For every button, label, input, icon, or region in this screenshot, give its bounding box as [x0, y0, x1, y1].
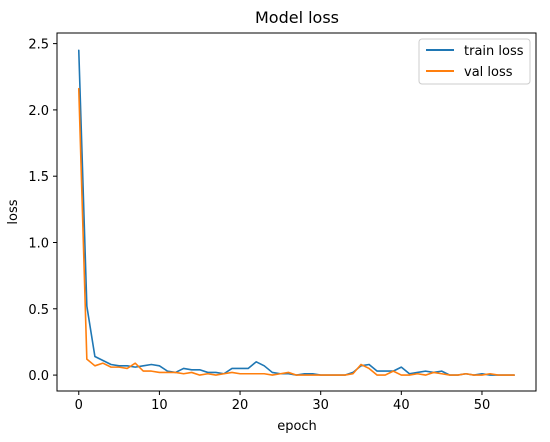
- series-layer: [77, 49, 516, 376]
- series-line-train-loss: [77, 49, 516, 376]
- legend-label-val-loss: val loss: [464, 65, 513, 80]
- x-tick-label: 50: [474, 398, 491, 413]
- x-tick-label: 20: [232, 398, 249, 413]
- x-tick-label: 10: [151, 398, 168, 413]
- plot-frame: [56, 32, 537, 392]
- x-tick-label: 0: [75, 398, 83, 413]
- legend: train loss val loss: [418, 38, 531, 85]
- x-tick-label: 40: [393, 398, 410, 413]
- y-tick-label: 2.5: [28, 38, 49, 53]
- chart-title: Model loss: [255, 8, 339, 27]
- y-axis-label: loss: [6, 199, 21, 224]
- y-tick-label: 0.0: [28, 369, 49, 384]
- y-tick-label: 0.5: [28, 303, 49, 318]
- y-tick-label: 1.0: [28, 236, 49, 251]
- x-axis-label: epoch: [277, 419, 317, 434]
- series-line-val-loss: [77, 87, 516, 376]
- y-tick-label: 2.0: [28, 104, 49, 119]
- x-tick-label: 30: [312, 398, 329, 413]
- ticks-layer: 0 10 20 30 40 50 0.0 0.5 1.0 1.5 2.0 2.5: [28, 38, 490, 413]
- legend-label-train-loss: train loss: [464, 44, 524, 59]
- y-tick-label: 1.5: [28, 170, 49, 185]
